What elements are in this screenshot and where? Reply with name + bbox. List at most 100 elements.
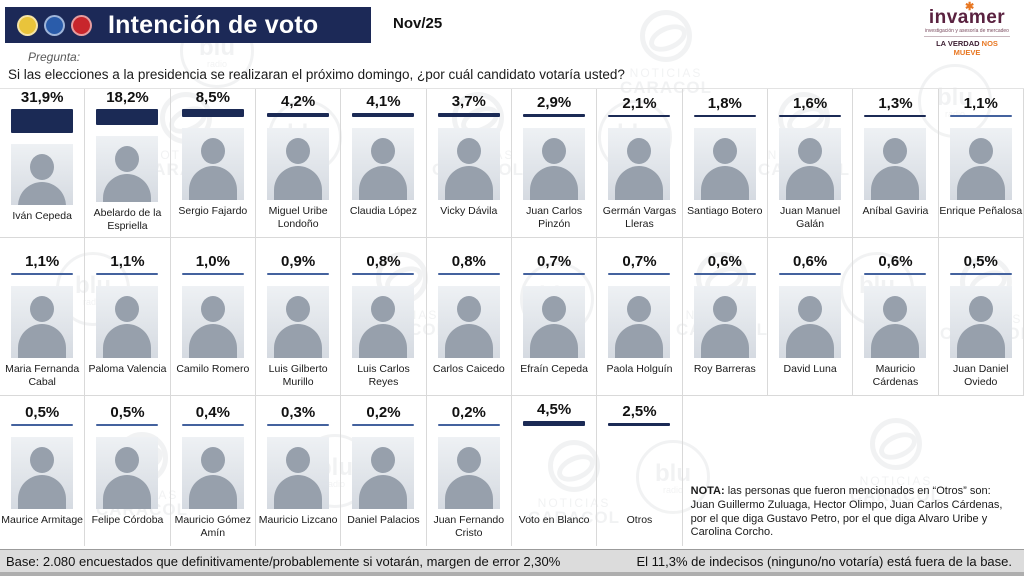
candidate-name: Juan Fernando Cristo (433, 514, 505, 539)
candidate-cell: 0,3% Mauricio Lizcano (256, 396, 342, 546)
candidate-photo (693, 128, 756, 200)
candidate-name: Juan Daniel Oviedo (953, 363, 1009, 388)
result-bar (949, 273, 1012, 275)
candidate-name: Claudia López (349, 205, 418, 217)
candidate-name: Juan Carlos Pinzón (526, 205, 583, 230)
percentage-label: 0,2% (366, 404, 401, 421)
percentage-label: 1,3% (878, 95, 913, 112)
result-bar (779, 273, 842, 275)
flag-red-dot-icon (71, 14, 92, 36)
percentage-label: 1,1% (963, 95, 998, 112)
percentage-label: 1,6% (793, 95, 828, 112)
candidate-cell: 0,7% Paola Holguín (597, 238, 683, 395)
candidate-cell: 2,5% Otros (597, 396, 683, 546)
candidate-cell: 1,6% Juan Manuel Galán (768, 89, 854, 237)
candidate-cell: 2,1% Germán Vargas Lleras (597, 89, 683, 237)
percentage-label: 4,5% (537, 401, 572, 418)
candidate-cell: 1,1% Paloma Valencia (85, 238, 171, 395)
photo-placeholder (608, 437, 670, 509)
percentage-label: 4,1% (366, 93, 401, 110)
candidate-photo (96, 437, 159, 509)
percentage-label: 0,8% (451, 253, 486, 270)
percentage-label: 0,7% (622, 253, 657, 270)
candidate-photo (693, 286, 756, 358)
candidate-cell: 0,6% Roy Barreras (683, 238, 768, 395)
candidate-photo (267, 286, 330, 358)
page-title: Intención de voto (108, 10, 319, 39)
candidate-name: Carlos Caicedo (432, 363, 505, 375)
result-bar (352, 113, 415, 117)
candidate-photo (437, 128, 500, 200)
result-bar (779, 115, 842, 117)
percentage-label: 0,6% (878, 253, 913, 270)
results-grid: 31,9% Iván Cepeda 18,2% Abelardo de la Espr… (0, 88, 1024, 546)
candidate-name: Felipe Córdoba (91, 514, 164, 526)
photo-placeholder (523, 437, 585, 509)
grid-row-2: 1,1% Maria Fernanda Cabal 1,1% Paloma Valen… (0, 238, 1024, 396)
percentage-label: 0,2% (451, 404, 486, 421)
flag-blue-dot-icon (44, 14, 65, 36)
question-label: Pregunta: (28, 50, 81, 64)
candidate-name: Vicky Dávila (440, 205, 498, 217)
candidate-photo (608, 286, 671, 358)
invamer-logo: invamer ✱ investigación y asesoría de mer… (924, 2, 1010, 57)
note-text: NOTA: las personas que fueron mencionado… (690, 485, 1003, 539)
result-bar (267, 273, 330, 275)
candidate-photo (864, 128, 927, 200)
candidate-cell: 0,2% Juan Fernando Cristo (427, 396, 512, 546)
candidate-name: Maurice Armitage (1, 514, 83, 526)
candidate-photo (864, 286, 927, 358)
result-bar (181, 424, 244, 426)
result-bar (96, 109, 159, 125)
candidate-photo (96, 135, 159, 203)
percentage-label: 2,9% (537, 94, 572, 111)
candidate-photo (523, 286, 586, 358)
candidate-cell: 1,1% Maria Fernanda Cabal (0, 238, 86, 395)
percentage-label: 1,1% (25, 253, 60, 270)
candidate-cell: 1,3% Aníbal Gaviria (853, 89, 939, 237)
note-panel: NOTA: las personas que fueron mencionado… (683, 396, 1024, 546)
candidate-cell: 0,8% Luis Carlos Reyes (341, 238, 427, 395)
candidate-cell: 2,9% Juan Carlos Pinzón (512, 89, 598, 237)
candidate-photo (181, 286, 244, 358)
candidate-name: David Luna (783, 363, 837, 375)
result-bar (11, 109, 74, 134)
candidate-cell: 3,7% Vicky Dávila (427, 89, 512, 237)
percentage-label: 2,5% (622, 403, 657, 420)
candidate-cell: 1,0% Camilo Romero (171, 238, 256, 395)
candidate-name: Iván Cepeda (12, 209, 72, 222)
result-bar (352, 273, 415, 275)
candidate-name: Germán Vargas Lleras (602, 205, 677, 230)
result-bar (864, 273, 927, 275)
candidate-photo (181, 437, 244, 509)
result-bar (949, 115, 1012, 117)
percentage-label: 1,8% (707, 95, 742, 112)
candidate-cell: 1,8% Santiago Botero (683, 89, 768, 237)
result-bar (693, 115, 756, 117)
result-bar (267, 424, 330, 426)
result-bar (267, 113, 330, 117)
candidate-photo (437, 437, 500, 509)
grid-row-3: 0,5% Maurice Armitage 0,5% Felipe Córdoba 0,… (0, 396, 1024, 546)
candidate-name: Efraín Cepeda (520, 363, 588, 375)
candidate-cell: 0,4% Mauricio Gómez Amín (171, 396, 256, 546)
percentage-label: 8,5% (195, 89, 230, 106)
percentage-label: 0,6% (793, 253, 828, 270)
candidate-cell: 4,5% Voto en Blanco (512, 396, 598, 546)
candidate-photo (949, 286, 1012, 358)
question-text: Si las elecciones a la presidencia se re… (8, 67, 625, 82)
candidate-cell: 18,2% Abelardo de la Espriella (85, 89, 171, 237)
percentage-label: 18,2% (106, 89, 149, 106)
candidate-photo (181, 128, 244, 200)
percentage-label: 2,1% (622, 95, 657, 112)
candidate-cell: 0,8% Carlos Caicedo (427, 238, 512, 395)
candidate-photo (352, 437, 415, 509)
candidate-name: Daniel Palacios (347, 514, 420, 526)
candidate-photo (11, 286, 74, 358)
candidate-name: Mauricio Lizcano (258, 514, 338, 526)
candidate-name: Juan Manuel Galán (780, 205, 841, 230)
candidate-photo (779, 286, 842, 358)
result-bar (523, 114, 586, 117)
candidate-cell: 31,9% Iván Cepeda (0, 89, 86, 237)
result-bar (437, 273, 500, 275)
